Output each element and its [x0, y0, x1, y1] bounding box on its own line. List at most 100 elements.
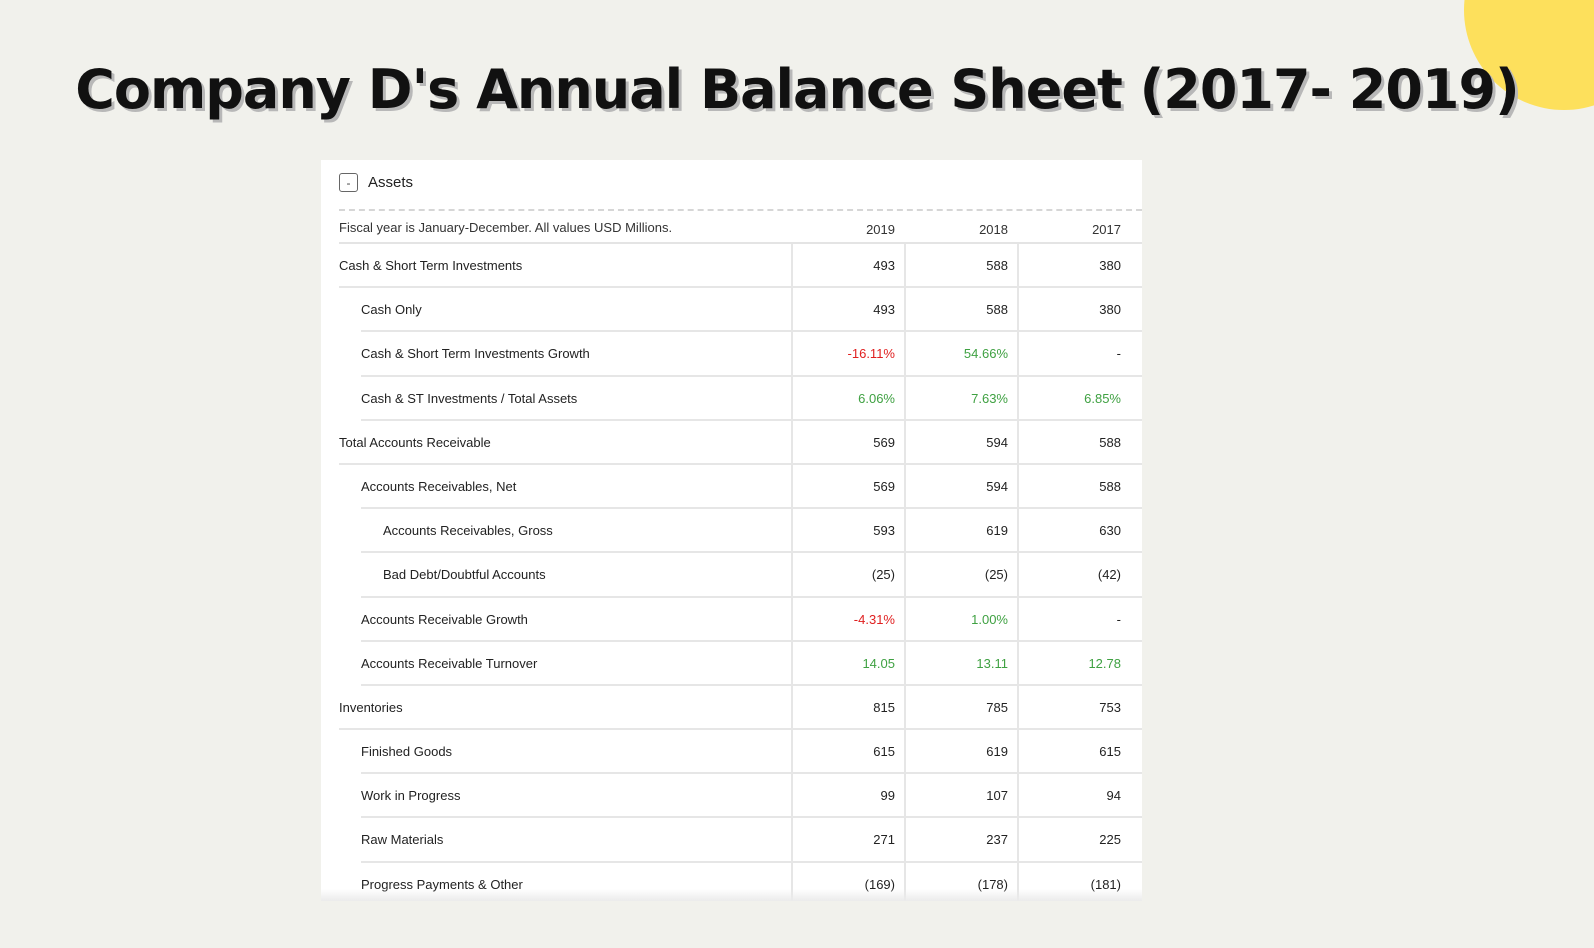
value-cell-2019: (25) — [791, 553, 904, 598]
table-row: Cash Only 493 588 380 — [339, 288, 1142, 333]
value-cell-2017: 588 — [1017, 420, 1130, 465]
row-label: Bad Debt/Doubtful Accounts — [383, 567, 546, 583]
value-cell-2018: 588 — [904, 244, 1017, 289]
table-row: Bad Debt/Doubtful Accounts (25) (25) (42) — [339, 553, 1142, 598]
value-cell-2019: 493 — [791, 244, 904, 289]
table-row: Raw Materials 271 237 225 — [339, 818, 1142, 863]
row-divider — [361, 418, 1142, 421]
value-cell-2017: 225 — [1017, 818, 1130, 863]
value-cell-2019: 569 — [791, 464, 904, 510]
collapse-button[interactable]: - — [339, 173, 358, 192]
value-cell-2019: 271 — [791, 818, 904, 863]
value-cell-2018: 107 — [904, 774, 1017, 819]
table-row: Accounts Receivables, Net 569 594 588 — [339, 464, 1142, 510]
row-label: Inventories — [339, 699, 403, 715]
row-divider — [361, 551, 1142, 554]
value-cell-2018: (25) — [904, 553, 1017, 598]
value-cell-2019: (169) — [791, 862, 904, 901]
page-title: Company D's Annual Balance Sheet (2017- … — [75, 58, 1519, 121]
row-divider — [339, 286, 1142, 289]
value-cell-2018: 1.00% — [904, 597, 1017, 642]
value-cell-2017: 6.85% — [1017, 376, 1130, 421]
row-label: Total Accounts Receivable — [339, 434, 491, 450]
value-cell-2018: 237 — [904, 818, 1017, 863]
row-divider — [339, 462, 1142, 465]
table-row: Cash & Short Term Investments 493 588 380 — [339, 244, 1142, 289]
table-row: Work in Progress 99 107 94 — [339, 774, 1142, 819]
row-divider — [361, 772, 1142, 775]
row-label: Accounts Receivables, Net — [361, 478, 517, 494]
value-cell-2018: 594 — [904, 464, 1017, 510]
table-header: Fiscal year is January-December. All val… — [339, 214, 1142, 244]
value-cell-2017: (181) — [1017, 862, 1130, 901]
value-cell-2019: 14.05 — [791, 641, 904, 686]
value-cell-2017: - — [1017, 597, 1130, 642]
row-label: Finished Goods — [361, 744, 453, 760]
row-label: Cash & Short Term Investments — [339, 258, 523, 273]
value-cell-2018: 785 — [904, 685, 1017, 731]
dashed-divider — [339, 209, 1142, 211]
value-cell-2019: 815 — [791, 685, 904, 731]
row-divider — [361, 595, 1142, 598]
table-body: Cash & Short Term Investments 493 588 380 Ca… — [339, 244, 1142, 901]
table-row: Cash & ST Investments / Total Assets 6.06… — [339, 376, 1142, 421]
value-cell-2018: 588 — [904, 288, 1017, 333]
row-label: Cash Only — [361, 302, 422, 318]
value-cell-2017: 630 — [1017, 509, 1130, 554]
value-cell-2017: (42) — [1017, 553, 1130, 598]
panel-header: - Assets — [339, 173, 413, 192]
value-cell-2017: - — [1017, 332, 1130, 377]
value-cell-2019: 569 — [791, 420, 904, 465]
row-divider — [361, 374, 1142, 377]
row-label: Accounts Receivables, Gross — [383, 523, 553, 539]
value-cell-2017: 380 — [1017, 288, 1130, 333]
value-cell-2017: 380 — [1017, 244, 1130, 289]
value-cell-2017: 588 — [1017, 464, 1130, 510]
panel-title: Assets — [368, 174, 414, 191]
value-cell-2019: 6.06% — [791, 376, 904, 421]
row-divider — [339, 728, 1142, 731]
value-cell-2018: 594 — [904, 420, 1017, 465]
value-cell-2017: 12.78 — [1017, 641, 1130, 686]
table-row: Accounts Receivables, Gross 593 619 630 — [339, 509, 1142, 554]
value-cell-2018: 619 — [904, 509, 1017, 554]
row-divider — [361, 507, 1142, 510]
value-cell-2017: 94 — [1017, 774, 1130, 819]
value-cell-2018: (178) — [904, 862, 1017, 901]
value-cell-2019: 615 — [791, 730, 904, 775]
column-header-2019: 2019 — [866, 222, 895, 237]
balance-sheet-panel: - Assets Fiscal year is January-December… — [321, 160, 1142, 901]
value-cell-2018: 54.66% — [904, 332, 1017, 377]
value-cell-2017: 615 — [1017, 730, 1130, 775]
table-row: Accounts Receivable Growth -4.31% 1.00% - — [339, 597, 1142, 642]
column-header-2017: 2017 — [1092, 222, 1121, 237]
row-label: Cash & Short Term Investments Growth — [361, 346, 590, 362]
column-header-2018: 2018 — [979, 222, 1008, 237]
row-divider — [361, 639, 1142, 642]
row-label: Cash & ST Investments / Total Assets — [361, 390, 578, 406]
minus-icon: - — [346, 175, 351, 190]
value-cell-2019: 99 — [791, 774, 904, 819]
table-row: Accounts Receivable Turnover 14.05 13.11 12… — [339, 641, 1142, 686]
table-row: Progress Payments & Other (169) (178) (181) — [339, 862, 1142, 901]
row-divider — [361, 683, 1142, 686]
table-row: Inventories 815 785 753 — [339, 685, 1142, 731]
table-row: Finished Goods 615 619 615 — [339, 730, 1142, 775]
row-divider — [361, 330, 1142, 333]
row-label: Progress Payments & Other — [361, 876, 523, 892]
value-cell-2018: 7.63% — [904, 376, 1017, 421]
value-cell-2018: 619 — [904, 730, 1017, 775]
row-divider — [361, 860, 1142, 863]
value-cell-2018: 13.11 — [904, 641, 1017, 686]
value-cell-2017: 753 — [1017, 685, 1130, 731]
scroll-fade — [321, 889, 1142, 901]
row-label: Work in Progress — [361, 788, 461, 804]
row-label: Accounts Receivable Turnover — [361, 655, 538, 671]
value-cell-2019: 493 — [791, 288, 904, 333]
row-label: Raw Materials — [361, 832, 444, 848]
table-row: Total Accounts Receivable 569 594 588 — [339, 420, 1142, 465]
table-row: Cash & Short Term Investments Growth -16.… — [339, 332, 1142, 377]
value-cell-2019: -4.31% — [791, 597, 904, 642]
row-label: Accounts Receivable Growth — [361, 611, 528, 627]
value-cell-2019: 593 — [791, 509, 904, 554]
